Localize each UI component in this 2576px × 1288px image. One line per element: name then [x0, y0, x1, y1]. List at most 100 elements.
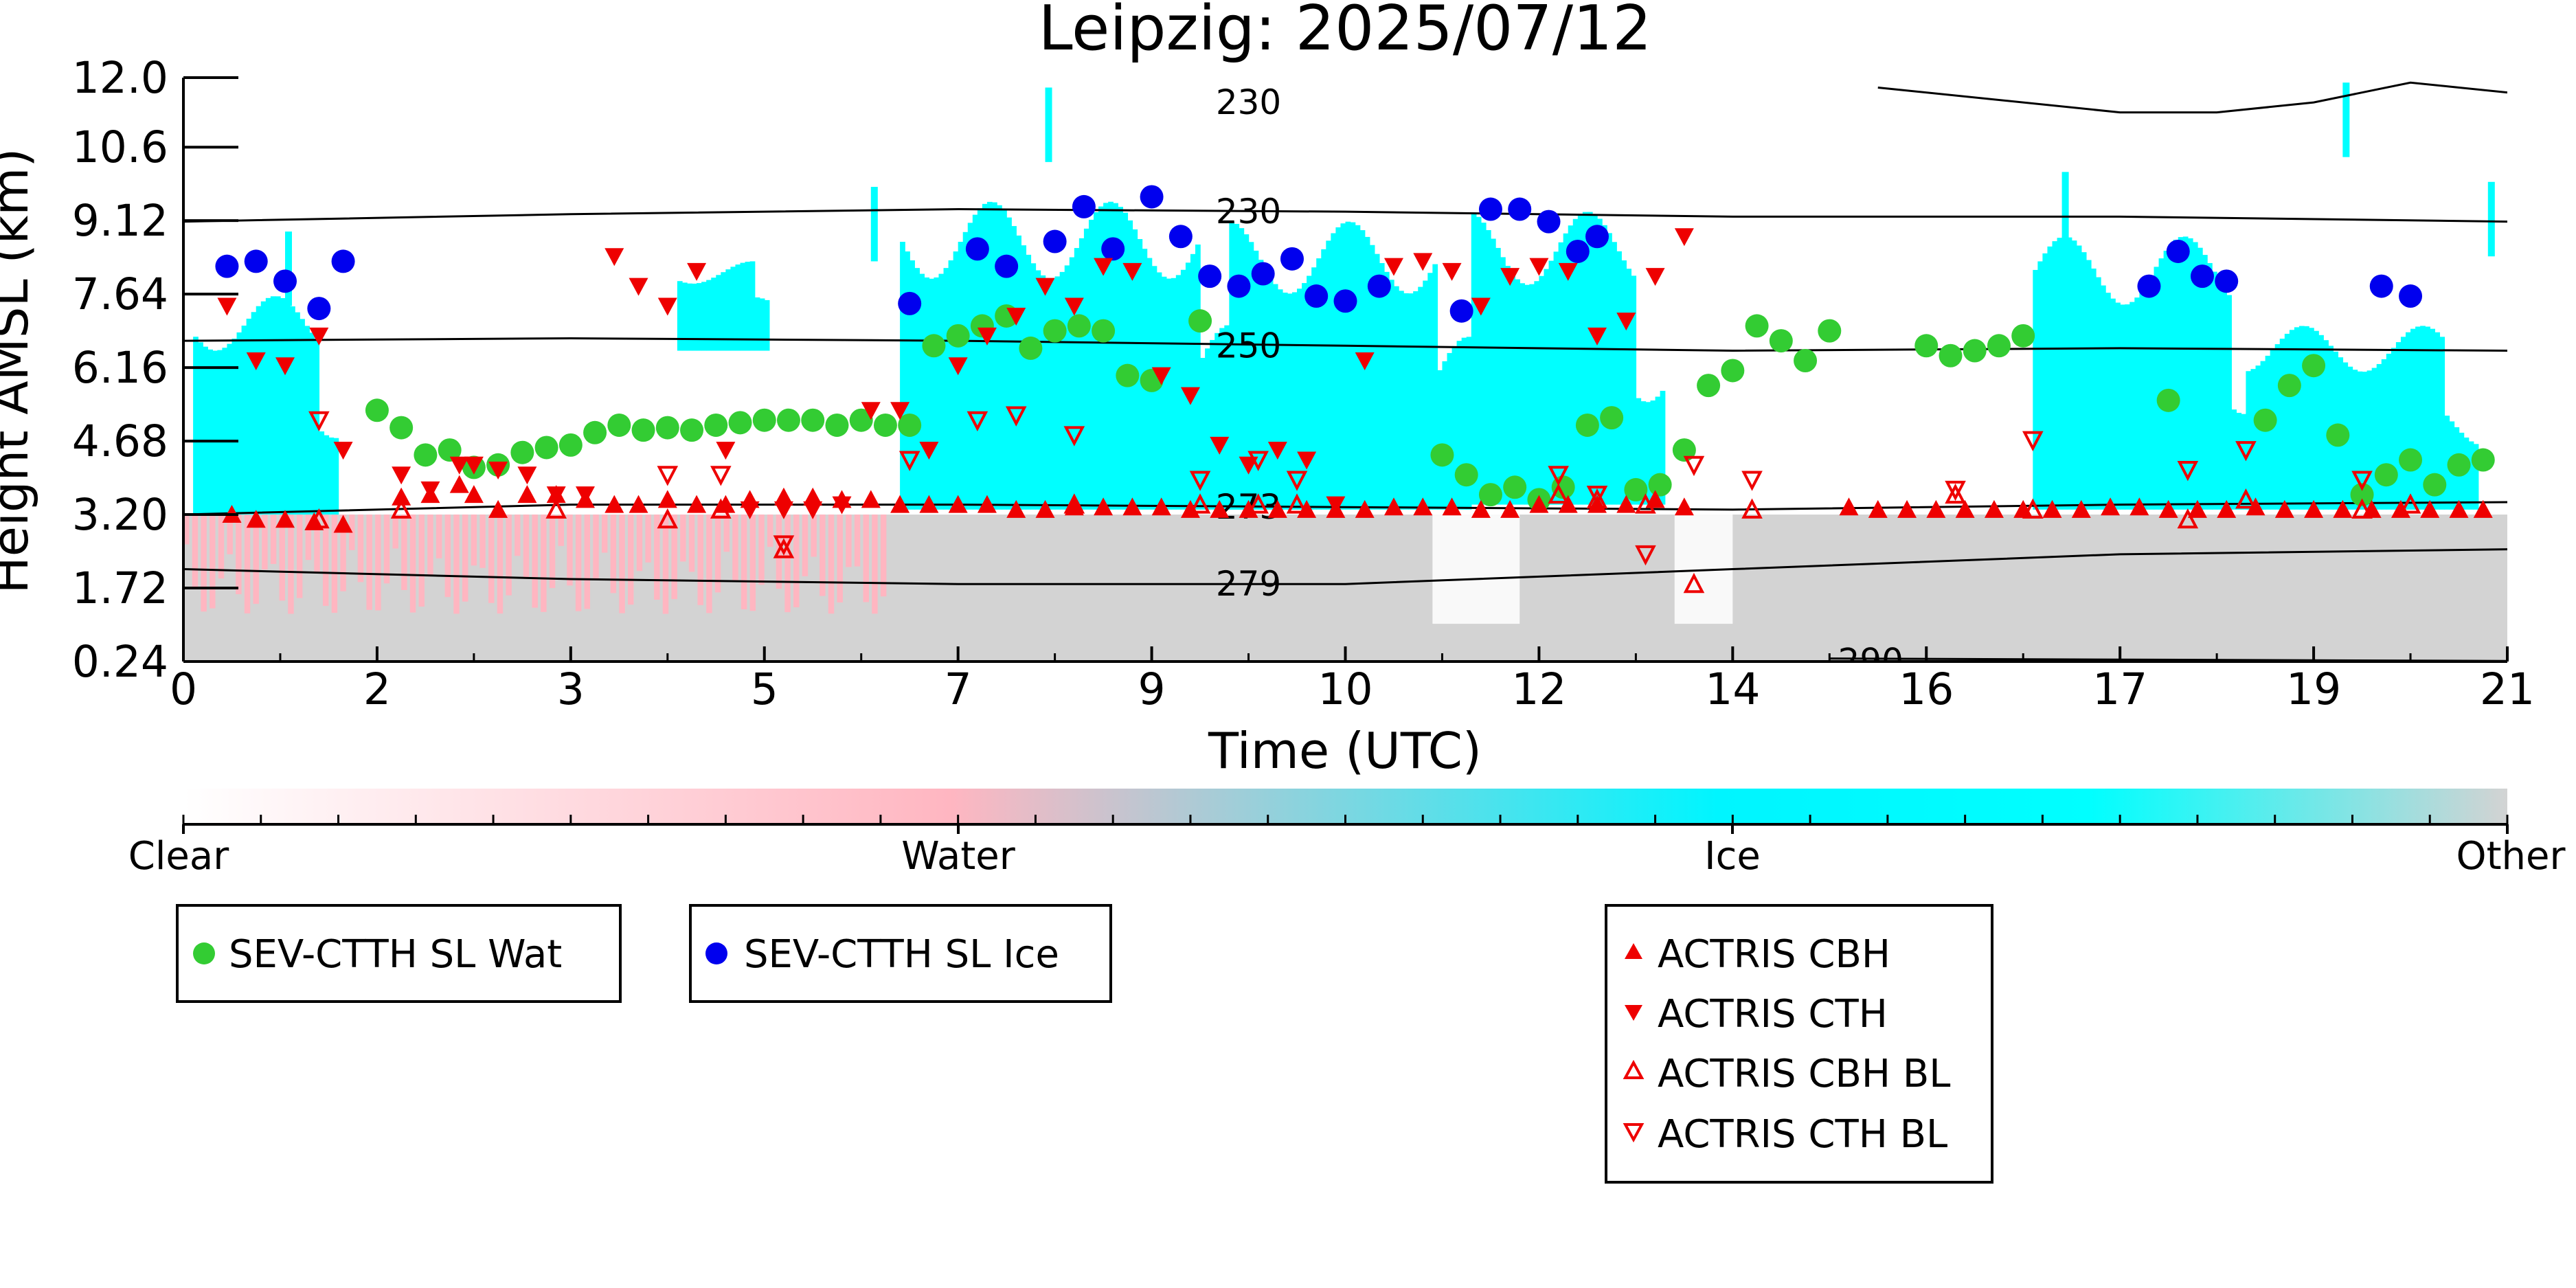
ice-column [2256, 365, 2261, 510]
data-point [1566, 240, 1590, 263]
water-streak [436, 515, 442, 558]
water-streak [802, 515, 808, 576]
ice-column [2120, 304, 2125, 509]
data-point [1101, 237, 1125, 260]
data-point [2370, 275, 2393, 298]
data-point [658, 297, 677, 315]
water-streak [358, 515, 363, 582]
ice-column [1394, 286, 1399, 510]
water-streak [506, 515, 511, 596]
data-point [2399, 449, 2422, 472]
data-point [825, 414, 848, 437]
y-tick-label: 4.68 [72, 416, 168, 466]
water-streak [576, 515, 581, 611]
ice-column [328, 438, 334, 515]
data-point [1019, 337, 1042, 360]
ice-column [1519, 283, 1525, 504]
ice-column [1166, 279, 1172, 510]
data-point [2278, 374, 2301, 397]
ice-column [1055, 276, 1061, 509]
ice-column [992, 203, 997, 510]
ice-column [1355, 225, 1361, 510]
x-tick-label: 21 [2480, 664, 2535, 714]
data-point [517, 466, 536, 484]
ice-column [2164, 251, 2169, 510]
water-streak [462, 515, 468, 602]
ice-column [1616, 251, 1622, 505]
x-tick-label: 9 [1138, 664, 1166, 714]
ice-column [1437, 370, 1443, 510]
colorbar-label-ice: Ice [1704, 834, 1761, 879]
data-point [414, 443, 437, 466]
data-point [1430, 443, 1454, 466]
ice-column [1258, 260, 1264, 510]
ice-column [1539, 276, 1544, 505]
ice-column [280, 298, 286, 515]
water-streak [846, 515, 851, 567]
data-point [1744, 472, 1761, 488]
ice-column [1084, 229, 1089, 510]
x-tick-label: 10 [1318, 664, 1372, 714]
colorbar: Clear Water Ice Other [128, 789, 2566, 879]
ice-column [741, 263, 746, 351]
water-streak [515, 515, 520, 556]
data-point [1067, 314, 1091, 337]
ice-column [1346, 222, 1351, 510]
ice-column [1447, 353, 1453, 510]
water-streak [401, 515, 407, 590]
ice-column [682, 282, 688, 350]
ice-column [1510, 273, 1515, 505]
ice-column [2246, 371, 2251, 510]
ice-column [1360, 230, 1366, 510]
x-tick-label: 14 [1705, 664, 1760, 714]
water-streak [741, 515, 747, 609]
ice-column [1278, 289, 1283, 510]
ice-column [2304, 326, 2309, 510]
data-point [1649, 473, 1672, 497]
ice-column [1340, 223, 1346, 510]
ice-column [2396, 342, 2402, 510]
ice-column [1399, 291, 1404, 510]
ice-column [2042, 253, 2048, 510]
data-point [332, 249, 355, 273]
ice-column [905, 251, 910, 510]
data-point [1169, 225, 1193, 248]
x-tick-label: 17 [2092, 664, 2147, 714]
water-streak [784, 515, 790, 612]
data-point [1450, 300, 1473, 323]
legend-marker-green-circle [193, 942, 215, 964]
data-point [874, 414, 897, 437]
ice-column [1403, 293, 1409, 510]
ice-column [687, 284, 692, 351]
water-streak [585, 515, 590, 609]
ice-column [2173, 240, 2179, 510]
ice-column [2285, 334, 2290, 510]
ice-column [1607, 233, 1612, 504]
ice-column [1427, 273, 1433, 510]
data-point [1188, 309, 1212, 332]
ice-column [944, 268, 949, 510]
data-point [966, 237, 989, 260]
ice-column [1559, 242, 1564, 505]
data-point [687, 263, 706, 281]
legend-satellite-water: SEV-CTTH SL Wat [177, 905, 620, 1002]
legend-label-cth: ACTRIS CTH [1658, 992, 1888, 1037]
data-point [392, 466, 411, 484]
data-point [1368, 275, 1391, 298]
water-streak [253, 515, 258, 604]
colorbar-label-clear: Clear [128, 834, 229, 879]
ice-column [1268, 277, 1274, 509]
ice-column [949, 260, 954, 510]
ice-column [1254, 251, 1259, 510]
ice-column [1602, 225, 1607, 505]
colorbar-label-other: Other [2456, 834, 2566, 879]
y-tick-label: 0.24 [72, 637, 168, 687]
data-point [1043, 319, 1067, 343]
ice-column [251, 312, 257, 515]
data-point [1794, 349, 1817, 372]
data-point [1963, 339, 1987, 363]
ice-column [1176, 275, 1182, 509]
ice-column [735, 264, 741, 350]
ice-column [1524, 285, 1530, 505]
ice-column [2125, 304, 2130, 510]
